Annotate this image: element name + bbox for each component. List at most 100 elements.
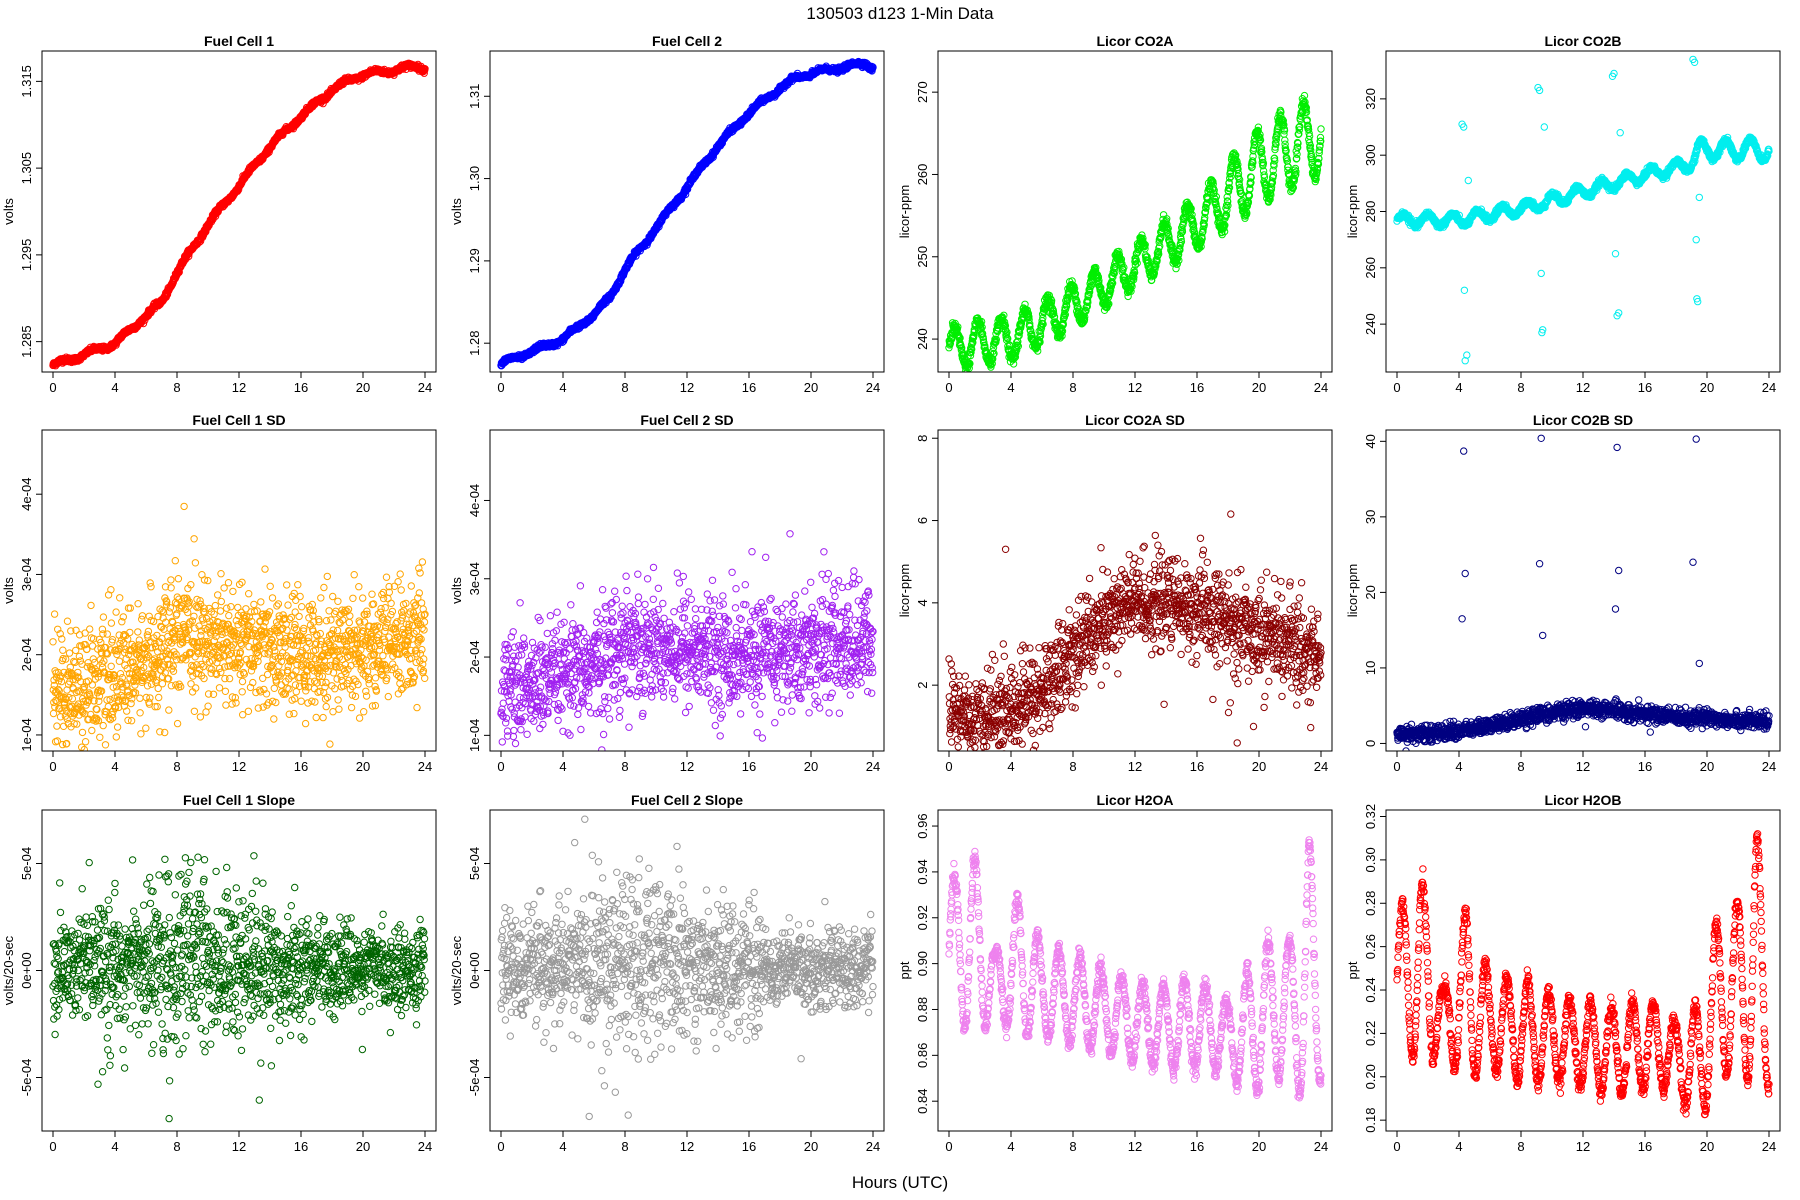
y-axis-label: volts [1,198,16,225]
data-point [1271,143,1279,151]
data-point [1284,166,1292,175]
data-point [1200,221,1208,229]
data-point [1237,190,1246,198]
data-point [1281,136,1289,144]
data-point [1168,243,1177,252]
data-point [1268,178,1277,187]
data-point [1188,211,1196,219]
data-point [1316,142,1324,150]
panel-title: Licor CO2A [1096,33,1173,49]
x-tick-label: 24 [866,380,880,395]
data-point [1115,250,1124,259]
data-point [966,359,974,368]
data-point [1197,242,1205,251]
y-tick-label: 260 [915,164,930,186]
data-point [1013,341,1021,350]
x-tick-label: 24 [1314,380,1328,395]
data-point [1256,130,1264,139]
x-tick-label: 16 [294,380,308,395]
data-point [1105,300,1113,308]
data-point [1117,255,1126,264]
data-point [1037,324,1046,332]
data-point [990,349,998,358]
x-tick-label: 8 [173,380,180,395]
data-point [992,338,1000,346]
data-point [1212,200,1220,208]
data-point [1034,347,1042,355]
data-point [1260,171,1268,179]
data-point [1173,260,1182,268]
data-point [1224,201,1232,210]
data-point [1315,146,1324,154]
data-point [1011,353,1020,361]
data-point [1047,301,1055,309]
data-point [420,69,428,77]
data-point [1226,174,1234,182]
x-tick-label: 16 [742,380,756,395]
data-point [1221,221,1229,229]
panel-title: Fuel Cell 2 [652,33,722,49]
x-tick-label: 20 [1252,380,1266,395]
data-point [1250,138,1258,146]
data-point [1001,321,1009,329]
data-point [1293,154,1301,163]
data-point [1172,264,1180,273]
data-point [1294,139,1302,148]
data-point [1259,159,1268,167]
data-point [974,316,982,324]
panel-title: Licor CO2B [1544,33,1621,49]
data-point [1036,332,1045,340]
data-point [989,355,997,363]
data-point [1236,186,1245,194]
data-point [1234,161,1242,169]
data-point [967,348,975,357]
x-tick-label: 4 [111,380,118,395]
data-point [1013,346,1021,354]
data-point [992,335,1000,344]
y-tick-label: 240 [915,328,930,350]
data-point [421,65,429,73]
data-point [1068,277,1076,285]
x-tick-label: 12 [680,380,694,395]
data-point [1199,227,1207,236]
data-point [1212,193,1221,201]
data-point [1094,273,1103,281]
data-point [1092,263,1100,272]
x-tick-label: 4 [559,380,566,395]
data-point [1133,259,1141,267]
data-point [1247,179,1255,187]
data-point [1280,127,1289,135]
data-point [1154,251,1162,259]
data-point [1306,141,1315,150]
data-point [1200,216,1209,224]
data-point [1222,211,1231,220]
data-point [1080,315,1089,324]
series-points [945,91,1325,372]
data-point [1128,275,1137,283]
data-point [1085,288,1094,296]
data-point [1256,136,1265,144]
data-point [1130,268,1139,277]
data-point [1270,162,1278,170]
data-point [1073,298,1081,306]
data-point [1302,108,1311,116]
data-point [1104,301,1112,309]
x-tick-label: 0 [49,380,56,395]
data-point [1025,313,1033,321]
data-point [1317,125,1325,133]
data-point [1163,215,1171,223]
data-point [1308,153,1316,161]
data-point [1213,205,1221,214]
data-point [1061,305,1070,313]
x-tick-label: 20 [804,380,818,395]
data-point [1214,209,1223,217]
data-point [1190,225,1198,233]
data-point [683,185,692,193]
x-tick-label: 16 [1190,380,1204,395]
data-point [1009,360,1018,368]
